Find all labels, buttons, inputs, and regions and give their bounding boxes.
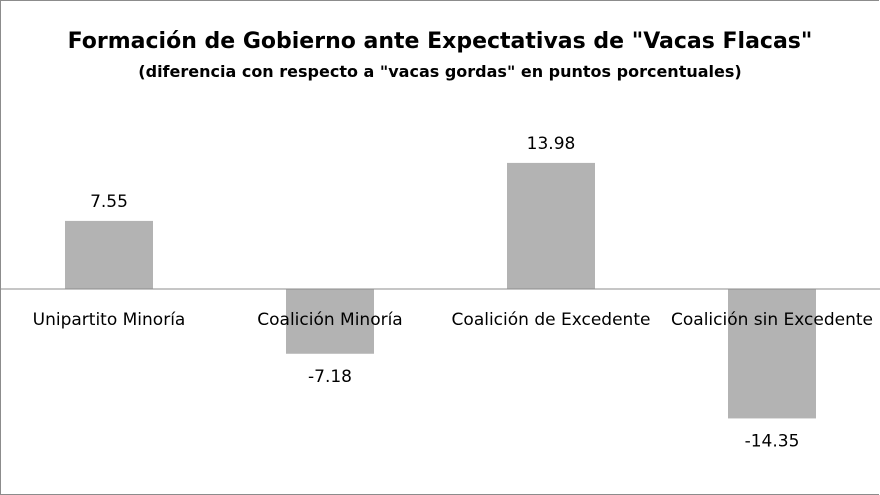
bar-4 [728,289,816,419]
chart-title: Formación de Gobierno ante Expectativas … [68,29,813,54]
bar-1 [65,220,153,289]
data-labels: 7.55 -7.18 13.98 -14.35 [90,134,799,452]
data-label: -7.18 [308,367,352,387]
data-label: 13.98 [527,134,576,154]
data-label: -14.35 [745,431,800,451]
category-label: Coalición Minoría [257,310,402,330]
category-labels: Unipartito Minoría Coalición Minoría Coali… [33,310,873,330]
data-label: 7.55 [90,192,128,212]
chart-subtitle: (diferencia con respecto a "vacas gordas… [138,62,741,81]
category-label: Unipartito Minoría [33,310,186,330]
bar-2 [286,289,374,354]
category-label: Coalición sin Excedente [671,310,873,330]
bar-3 [507,162,595,289]
bar-series [65,162,816,419]
category-label: Coalición de Excedente [452,310,651,330]
